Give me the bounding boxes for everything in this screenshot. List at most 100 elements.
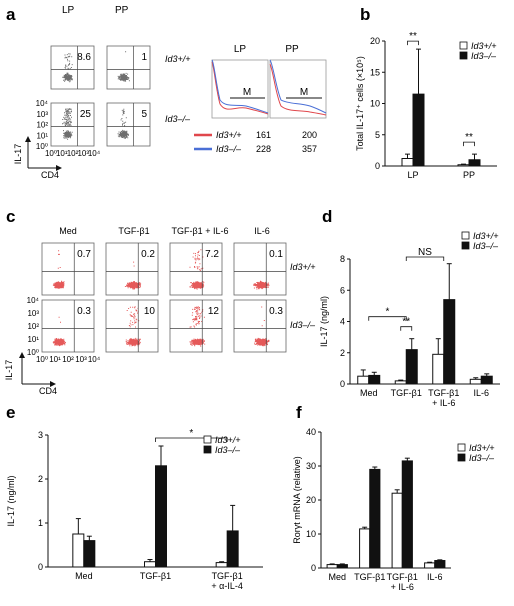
column-label-lp: LP: [62, 5, 75, 16]
hist-value-pp-ko: 357: [302, 144, 317, 154]
bar-f-ko-1: [369, 468, 381, 569]
facs-plot-c-1-1: 10: [105, 299, 159, 353]
hist-pp-ko-curve: [269, 59, 327, 114]
sig-bracket-b-1: [463, 141, 475, 147]
legend-label-ko: Id3–/–: [216, 144, 242, 154]
y-tick-label-f-3: 30: [306, 461, 316, 471]
x-tick-c-4: 10⁴: [88, 355, 101, 364]
quadrant-value-c-1-1: 10: [144, 306, 156, 317]
y-tick-c-0: 10⁰: [27, 348, 39, 357]
y-axis-label-e: IL-17 (ng/ml): [6, 475, 16, 526]
panel-label-e: e: [6, 403, 15, 422]
bar-e-ko-0: [83, 540, 96, 568]
quadrant-value-a-0-1: 1: [141, 52, 147, 63]
row-label-ko-c: Id3–/–: [290, 320, 316, 330]
x-tick-label-b-1: PP: [463, 170, 475, 180]
bar-b-ko-0: [412, 93, 425, 167]
bar-d-wt-3: [469, 378, 482, 385]
quadrant-value-c-1-2: 12: [208, 306, 220, 317]
legend-label-d-1: Id3–/–: [473, 241, 499, 251]
facs-plot-c-0-1: 0.2: [105, 242, 159, 296]
x-tick-c-0: 10⁰: [36, 355, 48, 364]
panel-label-f: f: [296, 403, 302, 422]
y-tick-a-3: 10³: [36, 110, 48, 119]
y-tick-label-f-1: 10: [306, 529, 316, 539]
bar-d-wt-2: [432, 353, 445, 385]
bar-f-wt-3: [424, 562, 436, 569]
x-tick-a-2: 10²: [67, 149, 79, 158]
bar-d-wt-1: [394, 380, 407, 385]
y-tick-a-2: 10²: [36, 121, 48, 130]
facs-plot-c-1-3: 0.3: [233, 299, 287, 353]
panel-label-b: b: [360, 5, 370, 24]
bar-d-ko-0: [368, 374, 381, 385]
facs-plot-a-1-1: 5: [106, 102, 151, 147]
legend-label-f-0: Id3+/+: [469, 443, 495, 453]
column-label-tgf-il6: TGF-β1 + IL-6: [172, 226, 229, 236]
hist-gate-label-pp: M: [300, 87, 308, 98]
y-tick-c-1: 10¹: [27, 335, 39, 344]
x-tick-a-0: 10⁰: [45, 149, 57, 158]
x-tick-label-d-1: TGF-β1: [391, 388, 422, 398]
hist-gate-label-lp: M: [243, 87, 251, 98]
facs-plot-c-0-0: 0.7: [41, 242, 95, 296]
y-tick-c-4: 10⁴: [27, 296, 40, 305]
bar-e-wt-2: [215, 562, 228, 568]
quadrant-value-c-0-0: 0.7: [77, 249, 91, 260]
legend-swatch-d-1: [461, 241, 470, 250]
y-tick-c-2: 10²: [27, 322, 39, 331]
hist-title-lp: LP: [234, 44, 247, 55]
x-tick-label-e-0: Med: [75, 571, 93, 581]
sig-bracket-d-1: [400, 326, 413, 331]
legend-swatch-b-1: [459, 51, 468, 60]
bar-f-ko-0: [336, 564, 348, 569]
column-label-med: Med: [59, 226, 77, 236]
bar-b-ko-1: [468, 159, 481, 167]
axis-label-cd4-c: CD4: [39, 386, 57, 396]
y-tick-label-f-4: 40: [306, 427, 316, 437]
bar-d-wt-0: [357, 375, 370, 385]
hist-lp-ko-curve: [211, 59, 269, 114]
legend-label-b-1: Id3–/–: [471, 51, 497, 61]
histogram-block: LP PP M M Id3+/+ 161 200 Id3–/– 228 35: [194, 44, 327, 154]
y-tick-c-3: 10³: [27, 309, 39, 318]
x-tick-a-4: 10⁴: [88, 149, 101, 158]
x-tick-c-3: 10³: [75, 355, 87, 364]
quadrant-value-a-1-0: 25: [80, 109, 92, 120]
x-tick-a-3: 10³: [77, 149, 89, 158]
quadrant-value-a-0-0: 8.6: [77, 52, 91, 63]
legend-label-e-0: Id3+/+: [215, 435, 241, 445]
y-axis-label-b: Total IL-17⁺ cells (×10⁵): [355, 56, 365, 151]
quadrant-value-c-1-3: 0.3: [269, 306, 283, 317]
y-tick-a-0: 10⁰: [36, 142, 48, 151]
bar-e-wt-1: [144, 561, 156, 568]
sig-label-e-0: *: [189, 428, 193, 439]
y-tick-label-b-4: 20: [370, 36, 380, 46]
bar-d-ko-2: [443, 299, 456, 385]
legend-swatch-d-0: [461, 231, 470, 240]
bar-chart-e: e 0 1 2 3 IL-17 (ng/ml) Med TGF-β1 TGF-β1 + α-IL-…: [6, 403, 263, 591]
facs-plot-a-0-1: 1: [106, 45, 151, 90]
bar-e-wt-0: [72, 533, 85, 568]
y-tick-label-d-3: 6: [340, 285, 345, 295]
hist-value-pp-wt: 200: [302, 130, 317, 140]
x-tick-label-d-2: TGF-β1 + IL-6: [428, 388, 459, 408]
bar-d-ko-1: [405, 349, 418, 385]
hist-lp-wt-curve: [211, 61, 269, 115]
facs-plot-a-1-0: 25: [50, 102, 95, 147]
y-tick-a-4: 10⁴: [36, 99, 49, 108]
x-tick-label-f-1: TGF-β1: [354, 572, 385, 582]
sig-bracket-d-0: [368, 316, 407, 321]
hist-legend-wt: Id3+/+ 161 200: [194, 130, 317, 140]
hist-legend-ko: Id3–/– 228 357: [194, 144, 317, 154]
sig-bracket-d-2: [405, 256, 445, 261]
bar-e-ko-2: [226, 530, 239, 568]
sig-label-b-0: **: [409, 31, 417, 42]
axis-arrows-a: [25, 136, 62, 171]
panel-label-c: c: [6, 207, 15, 226]
bar-f-wt-1: [359, 528, 371, 569]
y-tick-label-d-2: 4: [340, 317, 345, 327]
y-axis-label-f: Rorγt mRNA (relative): [292, 456, 302, 544]
row-label-wt: Id3+/+: [165, 54, 191, 64]
